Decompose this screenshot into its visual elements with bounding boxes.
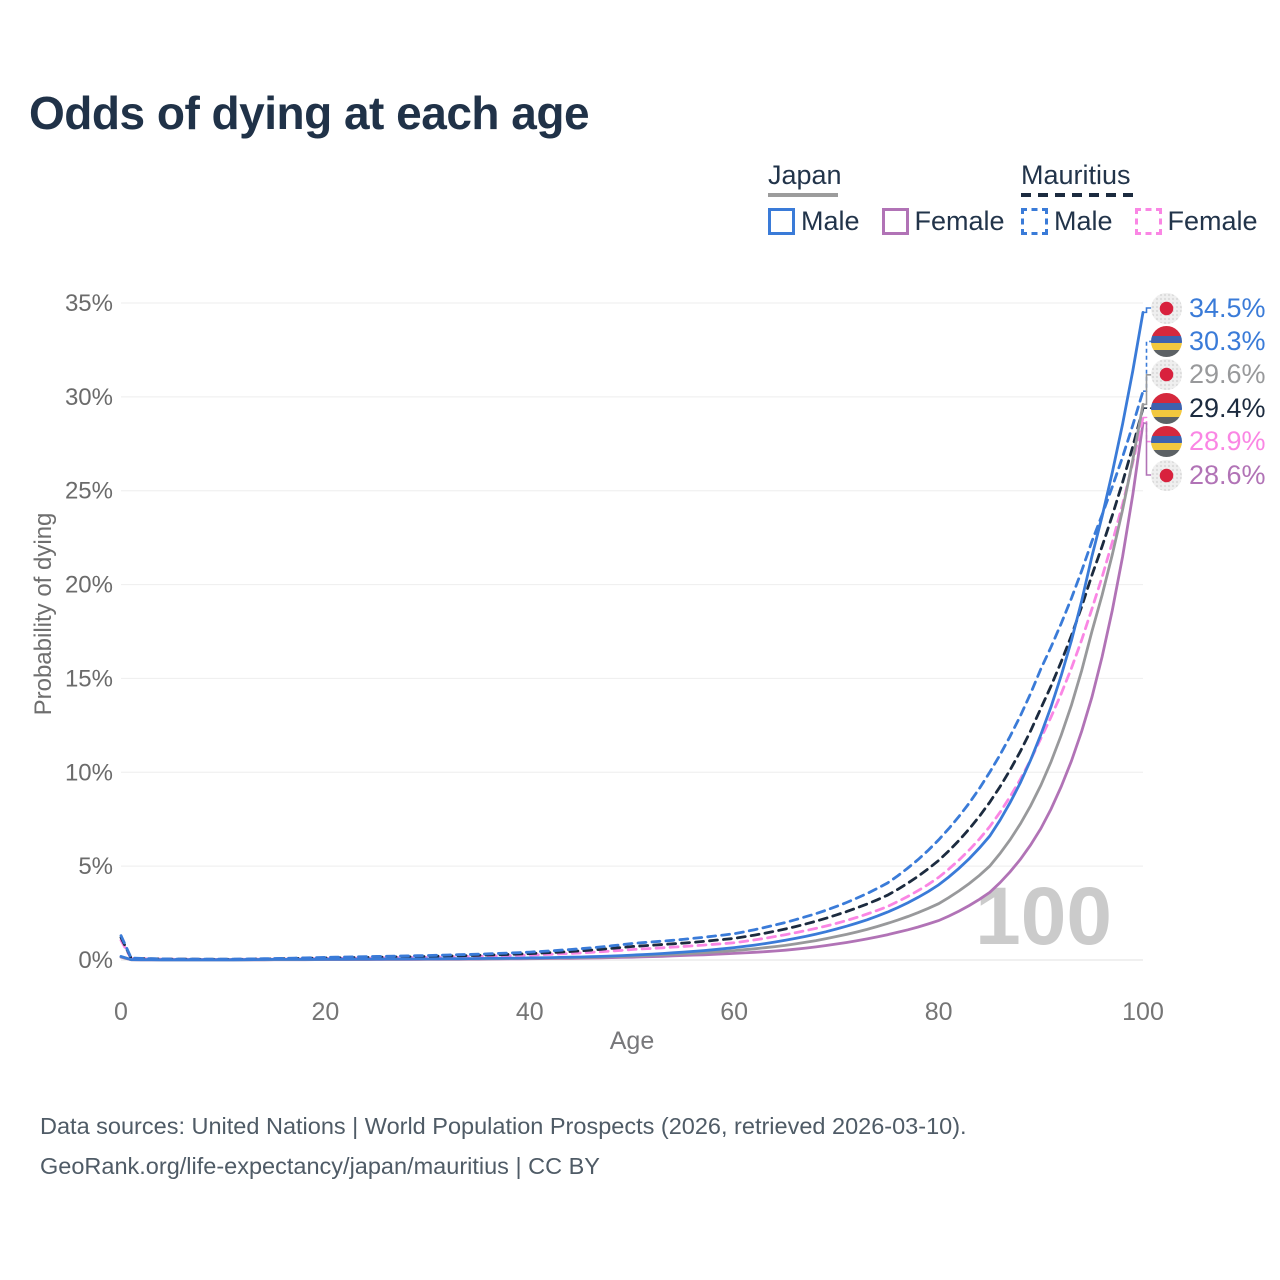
mauritius-dashed-line-swatch xyxy=(1021,193,1133,197)
legend-item-japan-female[interactable]: Female xyxy=(881,206,1005,237)
legend-header-mauritius[interactable]: Mauritius xyxy=(1021,160,1131,190)
end-label-row-mauritius-both-sexes: 29.4% xyxy=(1151,391,1266,425)
end-label-value: 29.6% xyxy=(1189,359,1266,390)
end-label-row-japan-both-sexes: 29.6% xyxy=(1151,358,1266,392)
x-axis-title: Age xyxy=(609,1027,655,1055)
x-tick-label-0: 0 xyxy=(114,998,128,1026)
legend-item-japan-male[interactable]: Male xyxy=(768,206,860,237)
x-tick-label-20: 20 xyxy=(311,998,339,1026)
end-label-value: 28.9% xyxy=(1189,426,1266,457)
x-tick-label-40: 40 xyxy=(516,998,544,1026)
mauritius-flag-icon xyxy=(1151,426,1182,458)
end-label-connector-5 xyxy=(1143,422,1152,476)
end-label-value: 28.6% xyxy=(1189,459,1266,490)
end-label-connector-0 xyxy=(1143,307,1152,314)
legend-label-japan-male: Male xyxy=(801,206,860,236)
mauritius-flag-icon xyxy=(1151,392,1182,424)
legend-label-mauritius-female: Female xyxy=(1167,206,1258,236)
x-tick-label-80: 80 xyxy=(925,998,953,1026)
y-tick-label-10: 10% xyxy=(65,759,113,786)
age-hover-marker: 100 xyxy=(975,871,1112,962)
end-label-value: 29.4% xyxy=(1189,392,1266,423)
legend-header-japan[interactable]: Japan xyxy=(768,160,842,190)
y-tick-label-0: 0% xyxy=(78,947,113,974)
end-label-value: 30.3% xyxy=(1189,325,1266,356)
footer: Data sources: United Nations | World Pop… xyxy=(40,1106,967,1186)
y-tick-label-15: 15% xyxy=(65,665,113,692)
japan-flag-icon xyxy=(1151,459,1182,491)
legend-item-mauritius-female[interactable]: Female xyxy=(1134,206,1258,237)
mauritius-female-swatch xyxy=(1134,208,1162,235)
page-title: Odds of dying at each age xyxy=(29,87,590,139)
end-label-connector-1 xyxy=(1143,340,1152,393)
x-tick-label-60: 60 xyxy=(720,998,748,1026)
footer-sources: Data sources: United Nations | World Pop… xyxy=(40,1113,967,1139)
legend-item-mauritius-male[interactable]: Male xyxy=(1021,206,1113,237)
y-tick-label-25: 25% xyxy=(65,478,113,505)
end-label-value: 34.5% xyxy=(1189,292,1266,323)
footer-attribution: GeoRank.org/life-expectancy/japan/maurit… xyxy=(40,1153,600,1179)
y-axis-title: Probability of dying xyxy=(30,512,57,716)
end-label-row-mauritius-female: 28.9% xyxy=(1151,425,1266,459)
japan-flag-icon xyxy=(1151,292,1182,324)
legend-label-japan-female: Female xyxy=(914,206,1005,236)
japan-flag-icon xyxy=(1151,359,1182,391)
end-label-row-mauritius-male: 30.3% xyxy=(1151,324,1266,358)
japan-solid-line-swatch xyxy=(768,193,838,197)
japan-female-swatch xyxy=(881,208,909,235)
end-label-connector-2 xyxy=(1143,374,1152,406)
y-tick-label-35: 35% xyxy=(65,290,113,317)
series-line-japan-male xyxy=(119,311,1145,962)
end-label-row-japan-male: 34.5% xyxy=(1151,291,1266,325)
legend-group-japan: Japan Male Female xyxy=(768,161,1005,237)
y-tick-label-5: 5% xyxy=(78,853,113,880)
mauritius-male-swatch xyxy=(1021,208,1048,235)
x-tick-label-100: 100 xyxy=(1122,998,1164,1026)
legend-group-mauritius: Mauritius Male Female xyxy=(1021,161,1258,237)
japan-male-swatch xyxy=(768,208,795,235)
end-label-row-japan-female: 28.6% xyxy=(1151,458,1266,492)
y-tick-label-20: 20% xyxy=(65,572,113,599)
y-tick-label-30: 30% xyxy=(65,384,113,411)
legend-label-mauritius-male: Male xyxy=(1054,206,1113,236)
mauritius-flag-icon xyxy=(1151,325,1182,357)
